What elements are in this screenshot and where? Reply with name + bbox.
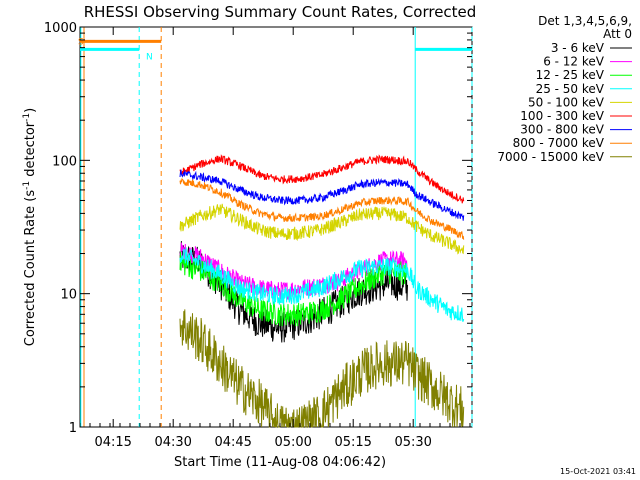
flag-label: S: [78, 37, 84, 47]
chart-title: RHESSI Observing Summary Count Rates, Co…: [84, 3, 477, 21]
x-tick-label: 05:15: [334, 435, 371, 450]
y-tick-label: 1: [69, 421, 77, 436]
series-line: [179, 247, 465, 322]
series-line: [179, 154, 465, 204]
footer-timestamp: 15-Oct-2021 03:41: [560, 467, 636, 476]
legend-title-line: Det 1,3,4,5,6,9,: [538, 14, 632, 28]
legend-entry-label: 25 - 50 keV: [536, 82, 605, 96]
y-axis: 1 10 100 1000: [44, 21, 472, 436]
legend-entry-label: 6 - 12 keV: [543, 55, 605, 69]
y-axis-label-part: Corrected Count Rate (s: [23, 190, 38, 347]
y-axis-label: Corrected Count Rate (s-1 detector-1): [22, 108, 38, 346]
flag-label: N: [146, 52, 153, 62]
legend-entry-label: 300 - 800 keV: [520, 123, 604, 137]
x-tick-label: 04:45: [214, 435, 251, 450]
y-axis-label-part: detector: [23, 121, 38, 181]
legend-entry-label: 12 - 25 keV: [536, 68, 605, 82]
x-tick-label: 04:30: [154, 435, 191, 450]
series-line: [179, 309, 465, 428]
series-line: [179, 203, 465, 255]
x-axis: 04:15 04:30 04:45 05:00 05:15 05:30: [79, 27, 471, 450]
y-axis-label-part: ): [23, 108, 38, 113]
series-line: [179, 251, 408, 327]
legend-entry-label: 100 - 300 keV: [520, 109, 604, 123]
x-tick-label: 05:30: [394, 435, 431, 450]
legend-title-line: Att 0: [603, 27, 632, 41]
series-layer: [179, 154, 465, 428]
y-tick-label: 100: [52, 154, 77, 169]
x-tick-label: 04:15: [94, 435, 131, 450]
plot-area: SN: [78, 26, 473, 428]
y-tick-label: 10: [60, 288, 77, 303]
y-axis-label-superscript: -1: [22, 181, 32, 190]
legend-entry-label: 50 - 100 keV: [528, 95, 605, 109]
x-tick-label: 05:00: [274, 435, 311, 450]
y-tick-label: 1000: [44, 21, 77, 36]
legend-entry-label: 800 - 7000 keV: [513, 136, 605, 150]
annotation-layer: SN: [78, 37, 153, 62]
legend-entry-label: 7000 - 15000 keV: [497, 150, 604, 164]
series-line: [179, 178, 465, 240]
series-line: [179, 169, 465, 221]
legend-entry-label: 3 - 6 keV: [551, 41, 605, 55]
x-axis-label: Start Time (11-Aug-08 04:06:42): [174, 455, 386, 470]
y-axis-label-superscript: -1: [22, 113, 32, 122]
